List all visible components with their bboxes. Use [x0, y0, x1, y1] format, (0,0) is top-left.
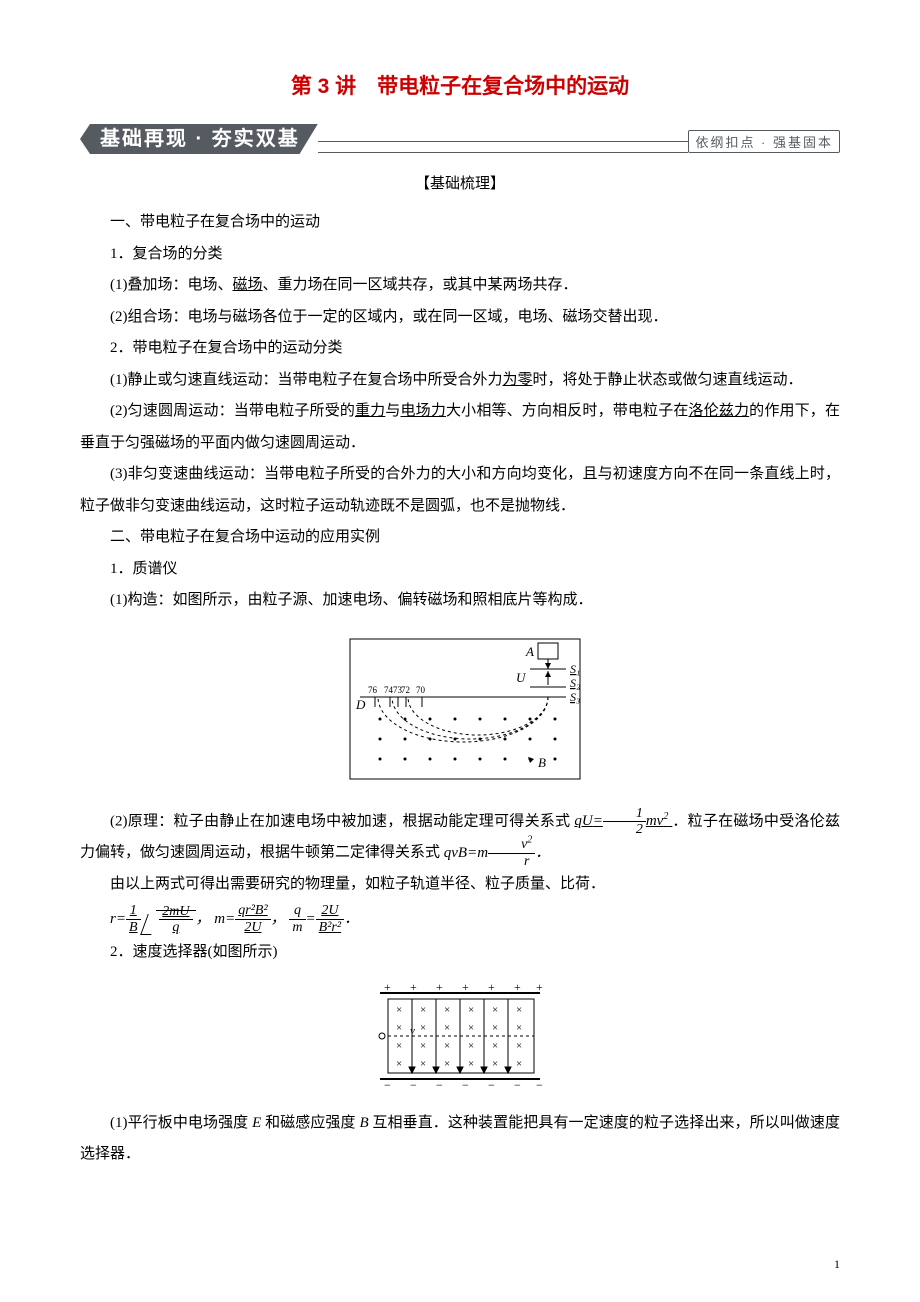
svg-text:×: ×	[468, 1040, 474, 1052]
banner-triangle	[80, 124, 90, 154]
svg-text:×: ×	[420, 1058, 426, 1070]
formula-row: r=1B 2mUq， m=qr²B²2U， qm=2UB²r²．	[110, 901, 840, 938]
figure-mass-spectrometer: A U S₁ S₂ S₃ 76 74 73 72 70 D	[80, 629, 840, 794]
banner-main-label: 基础再现 · 夯实双基	[90, 124, 318, 154]
banner-right-label: 依纲扣点 · 强基固本	[688, 130, 840, 153]
svg-text:+: +	[462, 981, 469, 994]
svg-text:×: ×	[444, 1004, 450, 1016]
item-2-2: 2．速度选择器(如图所示)	[80, 937, 840, 969]
page-title: 第 3 讲 带电粒子在复合场中的运动	[80, 70, 840, 100]
item-2: 2．带电粒子在复合场中的运动分类	[80, 333, 840, 365]
svg-text:×: ×	[492, 1022, 498, 1034]
figure-velocity-selector: + + + + + + + − − − − − − − × × × × × × × × × × × × × × × × × × × × ×…	[80, 981, 840, 1096]
formula-qU: qU=12mv2	[574, 813, 672, 829]
svg-text:×: ×	[516, 1022, 522, 1034]
svg-text:×: ×	[420, 1022, 426, 1034]
label-S1: S₁	[570, 662, 580, 676]
item-2c: (3)非匀变速曲线运动：当带电粒子所受的合外力的大小和方向均变化，且与初速度方向…	[80, 459, 840, 522]
svg-text:−: −	[488, 1078, 495, 1091]
svg-text:−: −	[536, 1078, 543, 1091]
banner-divider	[318, 141, 689, 153]
label-D: D	[355, 697, 366, 712]
svg-text:×: ×	[468, 1058, 474, 1070]
item-2a: (1)静止或匀速直线运动：当带电粒子在复合场中所受合外力为零时，将处于静止状态或…	[80, 365, 840, 397]
text: (2)匀速圆周运动：当带电粒子所受的	[110, 403, 355, 419]
svg-text:×: ×	[516, 1040, 522, 1052]
formula-qvB: qvB=mv2r．	[444, 845, 551, 861]
svg-text:−: −	[514, 1078, 521, 1091]
svg-text:×: ×	[492, 1040, 498, 1052]
svg-text:+: +	[384, 981, 391, 994]
svg-text:×: ×	[516, 1058, 522, 1070]
text: (1)平行板中电场强度 E 和磁感应强度 B 互相垂直．这种装置能把具有一定速度…	[80, 1115, 840, 1163]
svg-text:−: −	[410, 1078, 417, 1091]
svg-text:+: +	[536, 981, 543, 994]
svg-text:−: −	[384, 1078, 391, 1091]
svg-text:×: ×	[396, 1058, 402, 1070]
underline: 磁场	[233, 277, 263, 293]
item-1b: (2)组合场：电场与磁场各位于一定的区域内，或在同一区域，电场、磁场交替出现．	[80, 302, 840, 334]
subhead: 【基础梳理】	[80, 172, 840, 193]
tick: 72	[401, 685, 410, 695]
svg-text:×: ×	[516, 1004, 522, 1016]
label-A: A	[525, 644, 534, 659]
item-2-2a: (1)平行板中电场强度 E 和磁感应强度 B 互相垂直．这种装置能把具有一定速度…	[80, 1108, 840, 1171]
item-2-1: 1．质谱仪	[80, 554, 840, 586]
svg-text:+: +	[488, 981, 495, 994]
heading-2: 二、带电粒子在复合场中运动的应用实例	[80, 522, 840, 554]
svg-text:×: ×	[420, 1040, 426, 1052]
underline: 电场力	[401, 403, 446, 419]
item-1: 1．复合场的分类	[80, 239, 840, 271]
heading-1: 一、带电粒子在复合场中的运动	[80, 207, 840, 239]
svg-text:×: ×	[444, 1022, 450, 1034]
text: 大小相等、方向相反时，带电粒子在	[446, 403, 689, 419]
tick: 70	[416, 685, 426, 695]
text: 与	[385, 403, 400, 419]
svg-text:×: ×	[420, 1004, 426, 1016]
svg-text:−: −	[436, 1078, 443, 1091]
underline: 重力	[355, 403, 385, 419]
item-2-1a: (1)构造：如图所示，由粒子源、加速电场、偏转磁场和照相底片等构成．	[80, 585, 840, 617]
svg-text:×: ×	[492, 1058, 498, 1070]
item-1a: (1)叠加场：电场、磁场、重力场在同一区域共存，或其中某两场共存．	[80, 270, 840, 302]
svg-text:×: ×	[468, 1022, 474, 1034]
item-2-1c: 由以上两式可得出需要研究的物理量，如粒子轨道半径、粒子质量、比荷．	[80, 869, 840, 901]
text: (2)原理：粒子由静止在加速电场中被加速，根据动能定理可得关系式	[110, 813, 574, 829]
item-2-1b: (2)原理：粒子由静止在加速电场中被加速，根据动能定理可得关系式 qU=12mv…	[80, 806, 840, 870]
label-B: B	[538, 755, 546, 770]
svg-text:×: ×	[396, 1040, 402, 1052]
item-2b: (2)匀速圆周运动：当带电粒子所受的重力与电场力大小相等、方向相反时，带电粒子在…	[80, 396, 840, 459]
text: 、重力场在同一区域共存，或其中某两场共存．	[263, 277, 578, 293]
svg-text:+: +	[410, 981, 417, 994]
text: (1)叠加场：电场、	[110, 277, 233, 293]
label-U: U	[516, 670, 527, 685]
svg-text:×: ×	[492, 1004, 498, 1016]
svg-text:+: +	[436, 981, 443, 994]
page-number: 1	[834, 1257, 840, 1272]
svg-text:×: ×	[444, 1040, 450, 1052]
underline: 为零	[503, 372, 533, 388]
svg-text:−: −	[462, 1078, 469, 1091]
svg-text:×: ×	[396, 1022, 402, 1034]
svg-text:×: ×	[468, 1004, 474, 1016]
text: (1)静止或匀速直线运动：当带电粒子在复合场中所受合外力	[110, 372, 503, 388]
section-banner: 基础再现 · 夯实双基 依纲扣点 · 强基固本	[80, 124, 840, 154]
tick: 76	[368, 685, 378, 695]
svg-text:×: ×	[444, 1058, 450, 1070]
text: 时，将处于静止状态或做匀速直线运动．	[533, 372, 803, 388]
svg-text:×: ×	[396, 1004, 402, 1016]
underline: 洛伦兹力	[689, 403, 750, 419]
label-S3: S₃	[570, 690, 580, 704]
svg-text:+: +	[514, 981, 521, 994]
label-S2: S₂	[570, 676, 580, 690]
